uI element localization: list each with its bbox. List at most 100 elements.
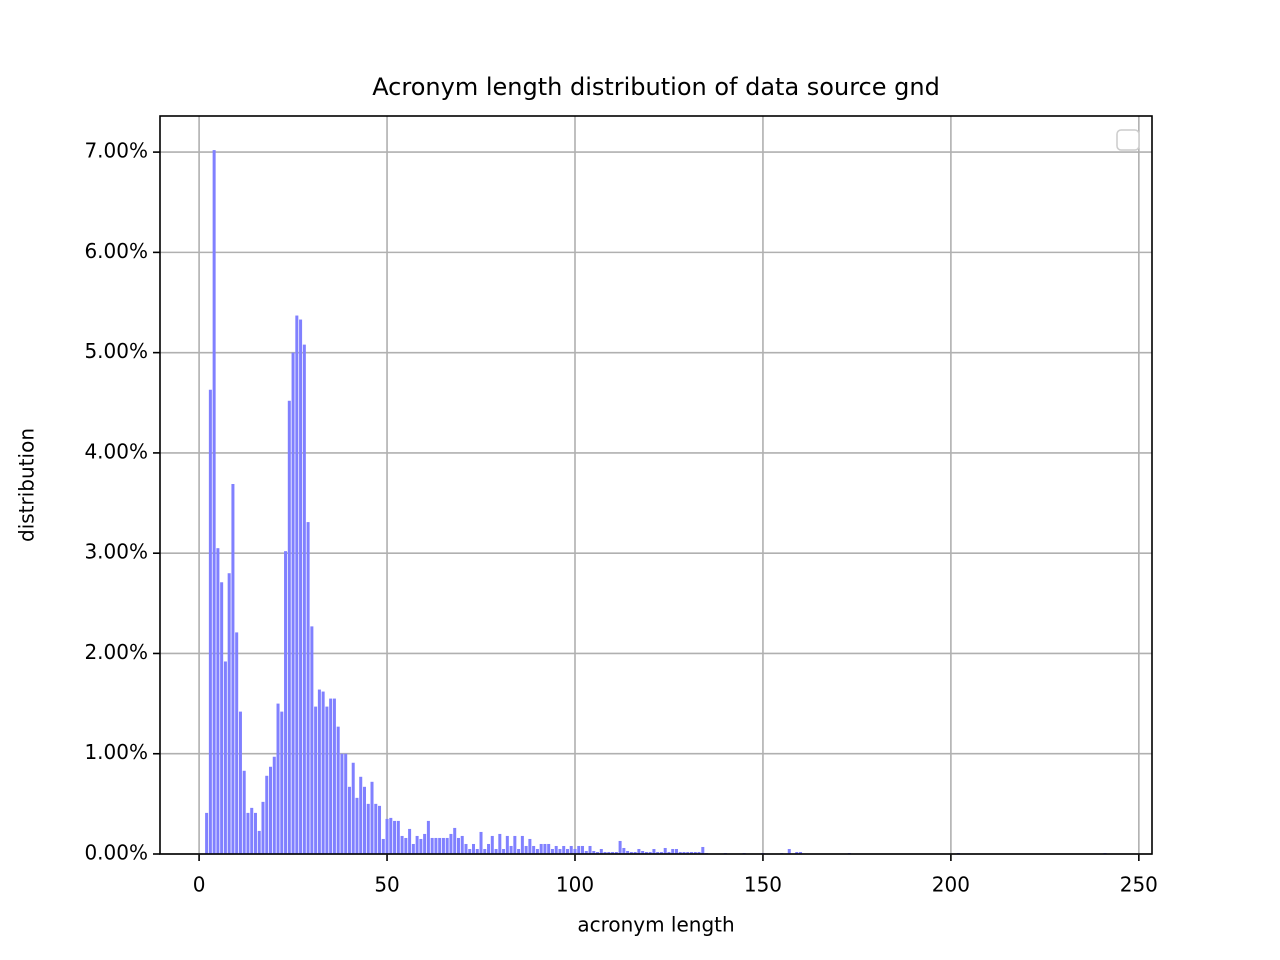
bar — [456, 837, 460, 854]
bar — [408, 828, 412, 854]
x-tick-label: 200 — [932, 873, 970, 897]
bar — [524, 845, 528, 854]
bar — [509, 845, 513, 854]
bar — [588, 845, 592, 854]
bar — [430, 837, 434, 854]
bar — [265, 775, 269, 854]
x-tick-label: 0 — [193, 873, 206, 897]
bar — [238, 711, 242, 854]
bar — [464, 843, 468, 854]
bar — [490, 835, 494, 854]
chart-title: Acronym length distribution of data sour… — [372, 73, 940, 101]
bar — [584, 850, 588, 854]
bar — [693, 851, 697, 854]
bar — [573, 848, 577, 854]
bar — [618, 840, 622, 854]
bar — [400, 835, 404, 854]
bar — [663, 847, 667, 854]
x-tick-label: 250 — [1120, 873, 1158, 897]
bar — [671, 848, 675, 854]
bar — [426, 820, 430, 854]
bar — [340, 753, 344, 854]
y-tick-label: 1.00% — [84, 740, 148, 764]
bar — [528, 838, 532, 854]
bar — [652, 848, 656, 854]
bar — [641, 850, 645, 854]
bar — [603, 851, 607, 854]
bar — [460, 835, 464, 854]
y-tick-label: 3.00% — [84, 540, 148, 564]
bar — [366, 803, 370, 854]
bar — [276, 703, 280, 854]
bar — [351, 762, 355, 854]
bar — [291, 352, 295, 854]
bar — [569, 845, 573, 854]
bar — [208, 389, 212, 854]
bar — [344, 753, 348, 854]
bar — [483, 848, 487, 854]
bar — [686, 851, 690, 854]
y-tick-label: 2.00% — [84, 640, 148, 664]
bar — [370, 781, 374, 854]
x-tick-label: 50 — [374, 873, 399, 897]
bar — [513, 835, 517, 854]
bar — [223, 661, 227, 854]
bar — [453, 827, 457, 854]
bar — [359, 776, 363, 854]
bar — [674, 848, 678, 854]
bar — [468, 848, 472, 854]
bar — [242, 770, 246, 854]
bar — [637, 848, 641, 854]
bar — [445, 837, 449, 854]
bar — [250, 807, 254, 854]
bar — [659, 851, 663, 854]
bar — [404, 837, 408, 854]
bar — [321, 691, 325, 854]
bar — [479, 831, 483, 854]
bar — [475, 848, 479, 854]
bar — [329, 698, 333, 854]
legend-box — [1116, 129, 1140, 151]
bar — [216, 548, 220, 854]
bar — [494, 848, 498, 854]
bar — [423, 833, 427, 854]
y-tick-label: 7.00% — [84, 139, 148, 163]
bar — [381, 838, 385, 854]
bar — [393, 820, 397, 854]
bar — [787, 848, 791, 854]
bar — [622, 847, 626, 854]
bar — [317, 689, 321, 854]
bar — [212, 150, 216, 854]
bar — [269, 766, 273, 854]
bar — [332, 698, 336, 854]
bar — [231, 483, 235, 854]
bar — [449, 833, 453, 854]
bar — [227, 573, 231, 854]
y-tick-label: 0.00% — [84, 841, 148, 865]
bar — [302, 344, 306, 854]
y-tick-label: 5.00% — [84, 339, 148, 363]
bar — [235, 632, 239, 854]
bar — [253, 812, 257, 854]
bar — [280, 711, 284, 854]
y-tick-label: 4.00% — [84, 439, 148, 463]
bar — [471, 843, 476, 854]
bar — [220, 582, 224, 854]
bar — [378, 805, 382, 854]
bar — [261, 801, 265, 854]
bar — [306, 522, 310, 854]
bar — [678, 851, 682, 854]
plot-area: 0 50 100 150 200 250 0.00% 1.00% 2.00% 3.00% 4.00%… — [84, 116, 1158, 897]
bar — [419, 838, 423, 854]
bar — [599, 848, 603, 854]
bar — [596, 851, 600, 854]
bar — [644, 851, 648, 854]
bar — [690, 851, 694, 854]
bar — [550, 848, 554, 854]
bar — [257, 830, 261, 854]
bar — [629, 851, 633, 854]
bar — [682, 851, 686, 854]
bar — [246, 812, 250, 854]
bar — [325, 706, 329, 854]
